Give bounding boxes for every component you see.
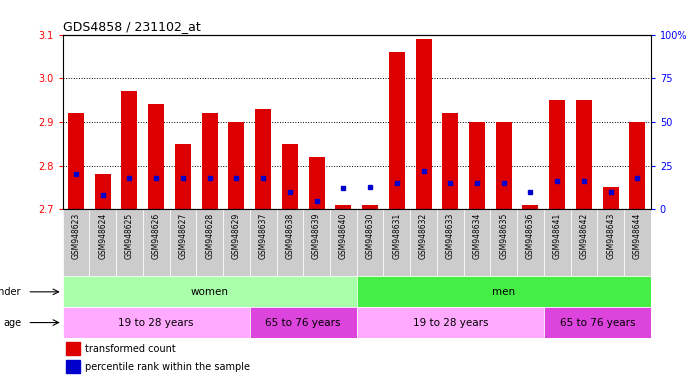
Bar bbox=[276, 209, 303, 276]
Bar bbox=[437, 209, 464, 276]
Bar bbox=[523, 205, 539, 209]
Bar bbox=[196, 209, 223, 276]
Bar bbox=[330, 209, 357, 276]
Text: GSM948636: GSM948636 bbox=[526, 213, 535, 259]
Text: GSM948633: GSM948633 bbox=[445, 213, 454, 259]
Bar bbox=[356, 209, 383, 276]
Bar bbox=[356, 307, 544, 338]
Bar bbox=[175, 144, 191, 209]
Text: GSM948635: GSM948635 bbox=[499, 213, 508, 259]
Bar bbox=[603, 187, 619, 209]
Text: GSM948634: GSM948634 bbox=[473, 213, 482, 259]
Bar bbox=[624, 209, 651, 276]
Text: GSM948626: GSM948626 bbox=[152, 213, 161, 259]
Text: GSM948627: GSM948627 bbox=[178, 213, 187, 259]
Bar bbox=[65, 342, 80, 355]
Text: GSM948640: GSM948640 bbox=[339, 213, 348, 259]
Bar bbox=[383, 209, 410, 276]
Text: percentile rank within the sample: percentile rank within the sample bbox=[85, 362, 250, 372]
Bar bbox=[308, 157, 324, 209]
Bar bbox=[202, 113, 218, 209]
Bar bbox=[544, 307, 651, 338]
Bar bbox=[442, 113, 458, 209]
Bar bbox=[170, 209, 196, 276]
Bar bbox=[469, 122, 485, 209]
Text: age: age bbox=[3, 318, 22, 328]
Text: GSM948625: GSM948625 bbox=[125, 213, 134, 259]
Bar bbox=[255, 109, 271, 209]
Bar bbox=[95, 174, 111, 209]
Text: women: women bbox=[191, 287, 229, 297]
Text: gender: gender bbox=[0, 287, 22, 297]
Bar bbox=[68, 113, 84, 209]
Bar bbox=[303, 209, 330, 276]
Text: GSM948638: GSM948638 bbox=[285, 213, 294, 259]
Bar bbox=[410, 209, 437, 276]
Text: GSM948642: GSM948642 bbox=[580, 213, 588, 259]
Text: GSM948632: GSM948632 bbox=[419, 213, 428, 259]
Text: GSM948644: GSM948644 bbox=[633, 213, 642, 259]
Bar bbox=[356, 276, 651, 307]
Bar bbox=[89, 209, 116, 276]
Text: men: men bbox=[492, 287, 515, 297]
Text: transformed count: transformed count bbox=[85, 344, 175, 354]
Text: GSM948628: GSM948628 bbox=[205, 213, 214, 259]
Bar bbox=[389, 52, 405, 209]
Bar bbox=[416, 39, 432, 209]
Bar bbox=[549, 100, 565, 209]
Bar bbox=[228, 122, 244, 209]
Bar bbox=[250, 307, 357, 338]
Bar bbox=[629, 122, 645, 209]
Bar bbox=[63, 209, 89, 276]
Text: GSM948630: GSM948630 bbox=[365, 213, 374, 259]
Text: GSM948631: GSM948631 bbox=[393, 213, 402, 259]
Text: GSM948624: GSM948624 bbox=[98, 213, 107, 259]
Bar bbox=[597, 209, 624, 276]
Bar bbox=[571, 209, 597, 276]
Bar bbox=[63, 307, 250, 338]
Bar bbox=[65, 360, 80, 373]
Bar bbox=[362, 205, 378, 209]
Bar bbox=[250, 209, 276, 276]
Text: GSM948639: GSM948639 bbox=[312, 213, 321, 259]
Text: 65 to 76 years: 65 to 76 years bbox=[265, 318, 341, 328]
Bar bbox=[335, 205, 351, 209]
Text: GSM948643: GSM948643 bbox=[606, 213, 615, 259]
Text: 19 to 28 years: 19 to 28 years bbox=[413, 318, 488, 328]
Bar bbox=[143, 209, 170, 276]
Bar bbox=[116, 209, 143, 276]
Text: GDS4858 / 231102_at: GDS4858 / 231102_at bbox=[63, 20, 200, 33]
Bar bbox=[282, 144, 298, 209]
Bar bbox=[223, 209, 250, 276]
Bar bbox=[491, 209, 517, 276]
Text: GSM948623: GSM948623 bbox=[72, 213, 81, 259]
Bar bbox=[148, 104, 164, 209]
Text: 19 to 28 years: 19 to 28 years bbox=[118, 318, 194, 328]
Bar bbox=[517, 209, 544, 276]
Bar bbox=[576, 100, 592, 209]
Bar bbox=[496, 122, 512, 209]
Text: GSM948641: GSM948641 bbox=[553, 213, 562, 259]
Text: GSM948629: GSM948629 bbox=[232, 213, 241, 259]
Text: GSM948637: GSM948637 bbox=[259, 213, 268, 259]
Bar bbox=[121, 91, 138, 209]
Text: 65 to 76 years: 65 to 76 years bbox=[560, 318, 635, 328]
Bar bbox=[63, 276, 356, 307]
Bar bbox=[464, 209, 491, 276]
Bar bbox=[544, 209, 571, 276]
